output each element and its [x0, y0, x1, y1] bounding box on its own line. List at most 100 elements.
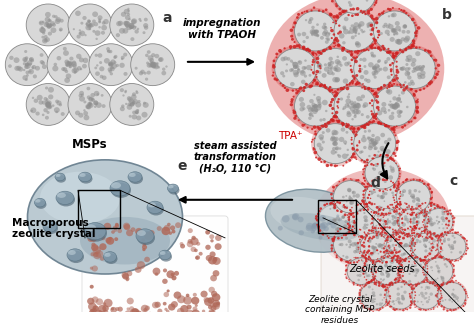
- Circle shape: [439, 270, 441, 272]
- Circle shape: [380, 215, 382, 216]
- Circle shape: [405, 67, 410, 72]
- Circle shape: [9, 56, 14, 60]
- Circle shape: [336, 65, 338, 68]
- Circle shape: [447, 282, 448, 284]
- Circle shape: [312, 139, 314, 141]
- Circle shape: [55, 100, 59, 103]
- Circle shape: [333, 95, 336, 97]
- Circle shape: [360, 236, 363, 238]
- Circle shape: [143, 102, 149, 108]
- Circle shape: [437, 306, 438, 308]
- Circle shape: [350, 51, 353, 53]
- Circle shape: [441, 295, 442, 296]
- Circle shape: [302, 46, 305, 49]
- Circle shape: [368, 186, 370, 187]
- Circle shape: [384, 179, 386, 181]
- Circle shape: [334, 86, 376, 126]
- Circle shape: [129, 306, 134, 311]
- Circle shape: [442, 227, 444, 229]
- Circle shape: [43, 108, 48, 112]
- Circle shape: [128, 97, 133, 102]
- Circle shape: [339, 147, 341, 150]
- Circle shape: [278, 226, 283, 231]
- Circle shape: [286, 57, 291, 61]
- Circle shape: [370, 198, 371, 199]
- Circle shape: [398, 189, 400, 191]
- Circle shape: [373, 209, 401, 235]
- Circle shape: [285, 89, 289, 92]
- Circle shape: [410, 226, 411, 227]
- Circle shape: [391, 204, 393, 206]
- Circle shape: [424, 211, 426, 213]
- Circle shape: [164, 225, 170, 231]
- Circle shape: [374, 11, 416, 51]
- Circle shape: [384, 231, 416, 262]
- Circle shape: [370, 83, 419, 129]
- Circle shape: [88, 20, 91, 22]
- Circle shape: [332, 141, 337, 146]
- Circle shape: [379, 195, 384, 199]
- Circle shape: [280, 51, 282, 53]
- Circle shape: [342, 154, 348, 159]
- Circle shape: [389, 64, 392, 66]
- Circle shape: [396, 97, 401, 102]
- Circle shape: [424, 229, 427, 232]
- Circle shape: [350, 244, 352, 246]
- Circle shape: [41, 36, 45, 39]
- Circle shape: [422, 65, 425, 68]
- Circle shape: [426, 215, 428, 216]
- Circle shape: [426, 277, 428, 278]
- Circle shape: [361, 269, 364, 271]
- Circle shape: [438, 221, 440, 223]
- Circle shape: [301, 124, 305, 127]
- Circle shape: [370, 8, 419, 54]
- Circle shape: [449, 280, 452, 283]
- Circle shape: [355, 249, 360, 253]
- Circle shape: [331, 250, 333, 252]
- Circle shape: [327, 72, 329, 74]
- Ellipse shape: [85, 225, 107, 242]
- Circle shape: [342, 11, 345, 13]
- Circle shape: [427, 218, 429, 220]
- Circle shape: [45, 116, 49, 120]
- Circle shape: [392, 300, 394, 303]
- Circle shape: [109, 63, 111, 66]
- Circle shape: [333, 130, 338, 135]
- Circle shape: [319, 83, 323, 87]
- Circle shape: [402, 266, 403, 267]
- Circle shape: [52, 23, 56, 27]
- Circle shape: [81, 22, 83, 25]
- Circle shape: [130, 308, 138, 316]
- Circle shape: [377, 281, 380, 283]
- Circle shape: [135, 102, 141, 108]
- Circle shape: [428, 296, 430, 298]
- Circle shape: [136, 91, 138, 94]
- Circle shape: [400, 231, 402, 233]
- Circle shape: [413, 198, 416, 200]
- Circle shape: [446, 218, 447, 219]
- Circle shape: [357, 43, 359, 46]
- Circle shape: [410, 231, 442, 262]
- Circle shape: [374, 275, 376, 277]
- Circle shape: [342, 215, 345, 218]
- Circle shape: [438, 236, 440, 238]
- Circle shape: [93, 100, 98, 105]
- Circle shape: [162, 227, 170, 235]
- Circle shape: [398, 243, 401, 246]
- Ellipse shape: [147, 201, 163, 214]
- Circle shape: [315, 70, 319, 73]
- Circle shape: [411, 18, 415, 21]
- Circle shape: [383, 48, 385, 50]
- Circle shape: [428, 260, 429, 261]
- Circle shape: [342, 41, 346, 44]
- Circle shape: [46, 102, 51, 107]
- Circle shape: [415, 227, 417, 230]
- Circle shape: [424, 237, 428, 242]
- Circle shape: [346, 269, 348, 271]
- Circle shape: [440, 233, 443, 236]
- Circle shape: [411, 253, 412, 254]
- Circle shape: [144, 72, 146, 75]
- Circle shape: [438, 237, 440, 239]
- Circle shape: [113, 226, 117, 229]
- Circle shape: [437, 223, 439, 225]
